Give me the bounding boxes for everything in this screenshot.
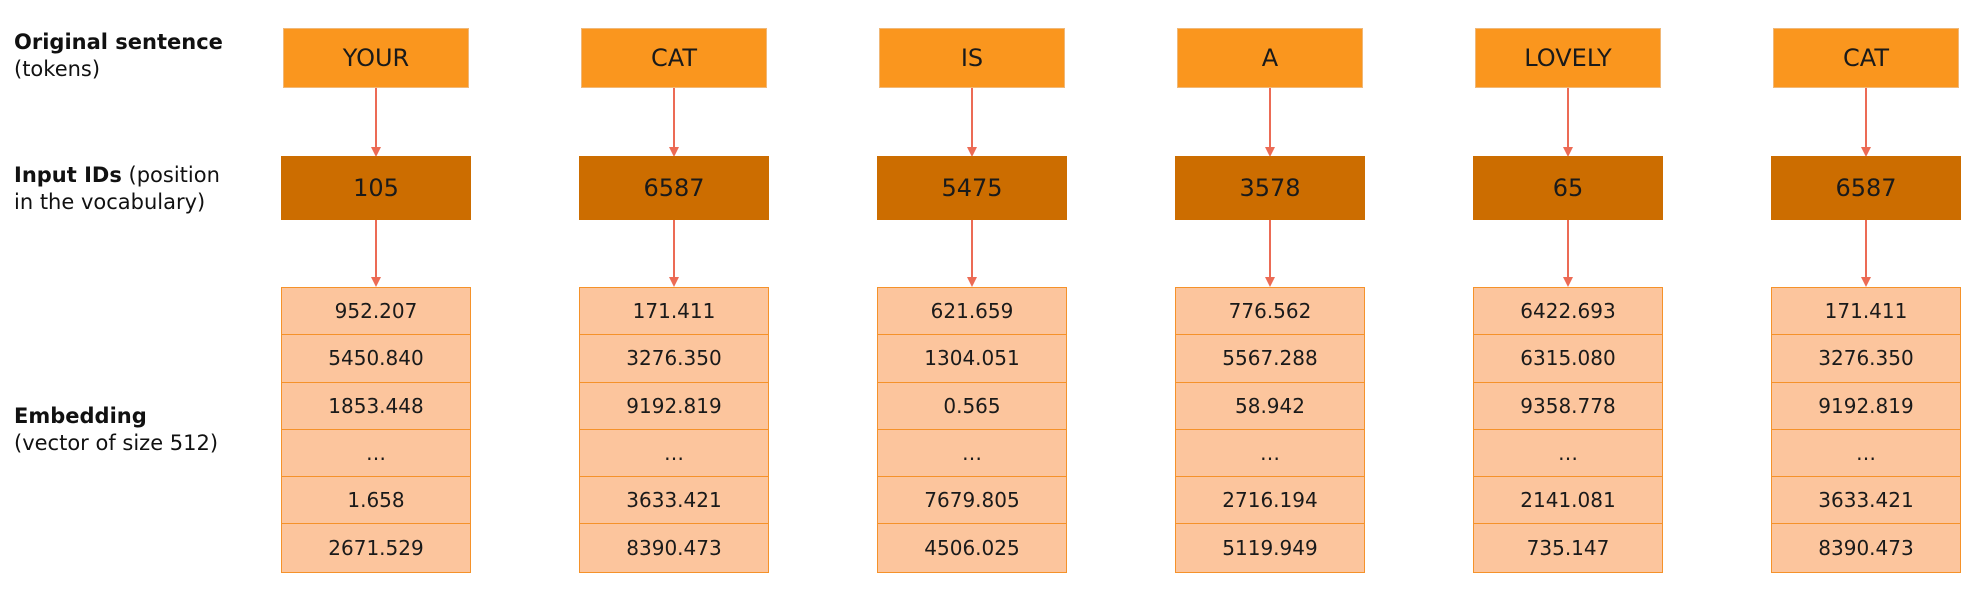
embedding-value: …: [1772, 430, 1960, 478]
token-box: LOVELY: [1475, 28, 1661, 88]
embedding-value: …: [1176, 430, 1364, 478]
token-column: A 3578 776.562 5567.288 58.942… 2716.194 5119.…: [1175, 0, 1365, 590]
embedding-value: 5119.949: [1222, 536, 1318, 561]
token-column: YOUR 105 952.207 5450.840 1853.448… 1.658 2671…: [281, 0, 471, 590]
token-box: CAT: [581, 28, 767, 88]
token-box: IS: [879, 28, 1065, 88]
embedding-value: 5450.840: [282, 335, 470, 383]
embedding-vector: 952.207 5450.840 1853.448… 1.658 2671.529: [281, 287, 471, 573]
embedding-value: 3633.421: [580, 477, 768, 525]
embedding-value: 3276.350: [580, 335, 768, 383]
embedding-value: …: [580, 430, 768, 478]
row-label-input-ids: Input IDs (position in the vocabulary): [14, 162, 244, 216]
token-box: CAT: [1773, 28, 1959, 88]
embedding-value: 0.565: [878, 383, 1066, 430]
embedding-value: 776.562: [1176, 288, 1364, 336]
embedding-value: 171.411: [580, 288, 768, 336]
token-column: LOVELY 65 6422.693 6315.080 9358.778… 2141.08…: [1473, 0, 1663, 590]
input-id-box: 6587: [1771, 156, 1961, 220]
token-box: A: [1177, 28, 1363, 88]
embedding-value: 6422.693: [1474, 288, 1662, 336]
embedding-value: 6315.080: [1474, 335, 1662, 383]
embedding-value: 3276.350: [1772, 335, 1960, 383]
token-column: CAT 6587 171.411 3276.350 9192.819… 3633.421 8…: [1771, 0, 1961, 590]
embedding-value: …: [282, 430, 470, 478]
embedding-value: 5567.288: [1176, 335, 1364, 383]
token-column: IS 5475 621.659 1304.051 0.565… 7679.805 4506.…: [877, 0, 1067, 590]
row-label-input-ids-subtitle: (position in the vocabulary): [14, 163, 220, 214]
token-box: YOUR: [283, 28, 469, 88]
embedding-vector: 171.411 3276.350 9192.819… 3633.421 8390.473: [579, 287, 769, 573]
embedding-value: 2671.529: [328, 536, 424, 561]
input-id-box: 3578: [1175, 156, 1365, 220]
embedding-value: 9358.778: [1474, 383, 1662, 430]
embedding-value: 8390.473: [1818, 536, 1914, 561]
embedding-vector: 621.659 1304.051 0.565… 7679.805 4506.025: [877, 287, 1067, 573]
row-label-embedding-subtitle: (vector of size 512): [14, 431, 219, 455]
embedding-value: 1.658: [282, 477, 470, 525]
embedding-vector: 776.562 5567.288 58.942… 2716.194 5119.949: [1175, 287, 1365, 573]
row-label-embedding-title: Embedding: [14, 404, 147, 428]
input-id-box: 5475: [877, 156, 1067, 220]
embedding-value: 171.411: [1772, 288, 1960, 336]
embedding-value: 952.207: [282, 288, 470, 336]
row-label-tokens: Original sentence (tokens): [14, 29, 244, 83]
row-label-tokens-subtitle: (tokens): [14, 57, 101, 81]
embedding-value: 3633.421: [1772, 477, 1960, 525]
embedding-vector: 171.411 3276.350 9192.819… 3633.421 8390.473: [1771, 287, 1961, 573]
token-column: CAT 6587 171.411 3276.350 9192.819… 3633.421 8…: [579, 0, 769, 590]
embedding-value: 2716.194: [1176, 477, 1364, 525]
input-id-box: 105: [281, 156, 471, 220]
embedding-vector: 6422.693 6315.080 9358.778… 2141.081 735.147: [1473, 287, 1663, 573]
embedding-value: …: [878, 430, 1066, 478]
embedding-value: 2141.081: [1474, 477, 1662, 525]
embedding-value: 7679.805: [878, 477, 1066, 525]
row-label-input-ids-title: Input IDs: [14, 163, 122, 187]
row-label-embedding: Embedding (vector of size 512): [14, 403, 244, 457]
embedding-value: 4506.025: [924, 536, 1020, 561]
embedding-value: 58.942: [1176, 383, 1364, 430]
embedding-value: 735.147: [1526, 536, 1610, 561]
embedding-value: 1304.051: [878, 335, 1066, 383]
input-id-box: 6587: [579, 156, 769, 220]
input-id-box: 65: [1473, 156, 1663, 220]
embedding-value: 621.659: [878, 288, 1066, 336]
embedding-value: 8390.473: [626, 536, 722, 561]
row-label-tokens-title: Original sentence: [14, 30, 223, 54]
embedding-value: 9192.819: [580, 383, 768, 430]
embedding-value: 1853.448: [282, 383, 470, 430]
embedding-value: …: [1474, 430, 1662, 478]
embedding-value: 9192.819: [1772, 383, 1960, 430]
